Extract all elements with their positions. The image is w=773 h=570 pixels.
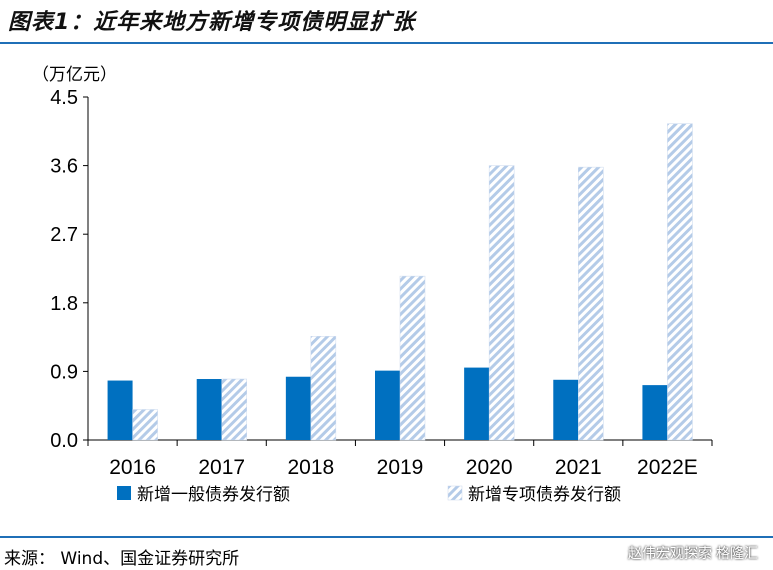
y-tick-label: 1.8 [50,293,78,315]
bar-general-bond [285,376,311,440]
y-tick-label: 3.6 [50,156,78,178]
x-tick-label: 2016 [109,456,156,479]
x-tick-label: 2020 [466,456,513,479]
bar-general-bond [464,367,490,440]
x-tick-label: 2022E [637,456,698,479]
chart-title: 图表1：近年来地方新增专项债明显扩张 [8,10,416,35]
legend-label: 新增专项债券发行额 [468,485,621,505]
x-tick-label: 2019 [377,456,424,479]
bar-general-bond [375,370,400,440]
bar-general-bond [196,379,222,440]
title-rule [0,42,773,44]
y-tick-label: 0.9 [50,361,78,383]
watermark-text-2: 格隆汇 [716,546,758,562]
x-tick-label: 2018 [287,456,334,479]
wechat-logo-icon [604,543,624,563]
chart-bars [107,123,693,441]
legend-swatch-general [117,486,131,500]
bar-special-bond [399,275,426,441]
source-note: 来源： Wind、国金证券研究所 [4,549,240,569]
bar-special-bond [310,336,337,441]
bar-special-bond [578,166,604,441]
chart-legend: 新增一般债券发行额 新增专项债券发行额 [117,485,621,505]
x-tick-label: 2021 [555,456,602,479]
y-tick-label: 0.0 [50,430,78,452]
y-tick-label: 2.7 [50,224,78,246]
watermark-text: 赵伟宏观探索 [628,546,712,562]
bar-special-bond [221,378,247,441]
footer-rule [0,536,773,538]
x-tick-label: 2017 [198,456,245,479]
y-axis-unit-label: （万亿元） [32,65,117,85]
chart-axes: 0.0 0.9 1.8 2.7 3.6 4.5 2016 2017 2018 2019 2020 20… [50,87,713,479]
legend-swatch-special [447,485,463,501]
bar-general-bond [553,379,579,440]
legend-label: 新增一般债券发行额 [137,485,290,505]
bar-special-bond [488,165,515,441]
watermark: 赵伟宏观探索 格隆汇 [604,538,769,568]
bar-special-bond [667,123,693,441]
bar-general-bond [107,380,133,440]
bar-special-bond [132,409,158,441]
bar-general-bond [642,385,668,440]
y-tick-label: 4.5 [50,87,78,109]
